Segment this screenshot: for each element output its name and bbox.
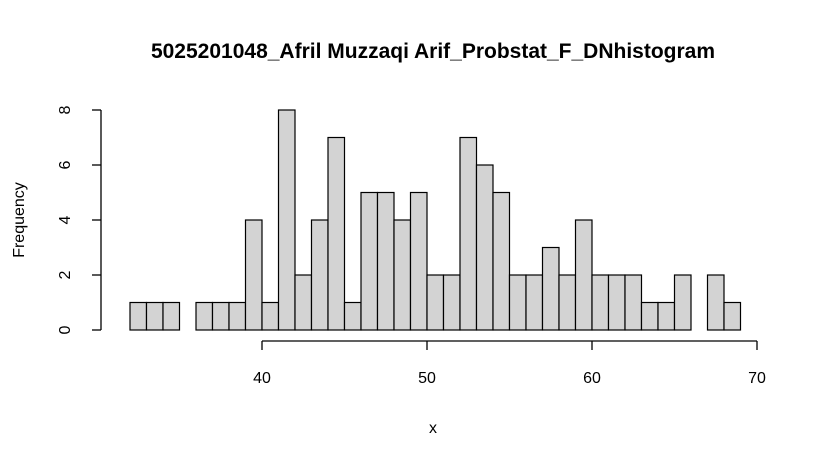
- histogram-bar: [657, 301, 676, 331]
- y-tick-label: 4: [57, 215, 74, 224]
- histogram-bar: [343, 301, 362, 331]
- histogram-bar: [706, 274, 725, 331]
- histogram-bar: [624, 274, 643, 331]
- histogram-bar: [459, 136, 478, 331]
- histogram-bar: [723, 301, 742, 331]
- histogram-bar: [607, 274, 626, 331]
- histogram-bar: [574, 219, 593, 331]
- histogram-bar: [376, 191, 395, 331]
- histogram-bar: [442, 274, 461, 331]
- x-tick-label: 40: [253, 370, 271, 387]
- y-tick-label: 8: [57, 105, 74, 114]
- histogram-bar: [129, 301, 148, 331]
- histogram-bar: [162, 301, 181, 331]
- histogram-bar: [327, 136, 346, 331]
- histogram-bar: [211, 301, 230, 331]
- histogram-bar: [277, 109, 296, 331]
- histogram-bar: [228, 301, 247, 331]
- histogram-bar: [145, 301, 164, 331]
- y-tick-label: 6: [57, 160, 74, 169]
- y-tick-label: 2: [57, 270, 74, 279]
- y-axis-label: Frequency: [11, 182, 28, 258]
- histogram-bar: [508, 274, 527, 331]
- histogram-bar: [294, 274, 313, 331]
- y-tick-label: 0: [57, 325, 74, 334]
- histogram-bar: [525, 274, 544, 331]
- x-tick-label: 70: [748, 370, 766, 387]
- histogram-bar: [310, 219, 329, 331]
- histogram-bar: [640, 301, 659, 331]
- chart-title: 5025201048_Afril Muzzaqi Arif_Probstat_F…: [151, 40, 715, 63]
- y-axis: 0 2 4 6 8: [57, 105, 102, 334]
- histogram-bar: [195, 301, 214, 331]
- histogram-bar: [492, 191, 511, 331]
- histogram-bar: [673, 274, 692, 331]
- histogram-bar: [244, 219, 263, 331]
- histogram-bar: [261, 301, 280, 331]
- histogram-bar: [360, 191, 379, 331]
- x-tick-label: 60: [583, 370, 601, 387]
- histogram-bar: [393, 219, 412, 331]
- histogram-bar: [475, 164, 494, 331]
- x-axis-label: x: [429, 420, 437, 437]
- histogram-bar: [558, 274, 577, 331]
- x-axis: 40 50 60 70: [253, 340, 766, 387]
- histogram-bars: [129, 109, 742, 331]
- histogram-bar: [541, 246, 560, 331]
- histogram-bar: [409, 191, 428, 331]
- histogram-bar: [591, 274, 610, 331]
- histogram-bar: [426, 274, 445, 331]
- x-tick-label: 50: [418, 370, 436, 387]
